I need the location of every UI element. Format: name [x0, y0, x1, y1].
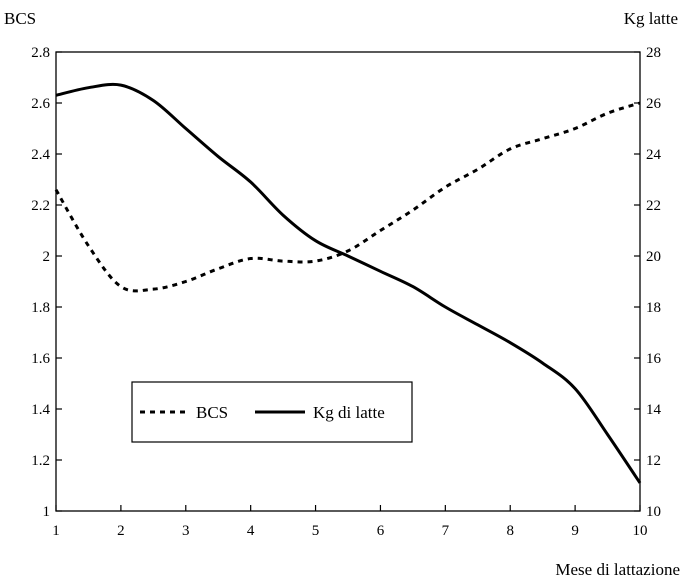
- series-layer: [54, 82, 642, 484]
- series-line-bcs: [54, 101, 641, 293]
- x-tick-label: 5: [312, 523, 320, 539]
- left-axis-title: BCS: [4, 9, 36, 28]
- x-tick-label: 3: [182, 523, 190, 539]
- left-tick-label: 1.8: [31, 300, 50, 316]
- right-tick-label: 20: [646, 249, 661, 265]
- legend-label-bcs: BCS: [196, 403, 228, 422]
- right-tick-label: 14: [646, 402, 662, 418]
- left-tick-label: 2.6: [31, 96, 50, 112]
- x-tick-label: 4: [247, 523, 255, 539]
- x-tick-label: 10: [633, 523, 648, 539]
- left-tick-label: 2.4: [31, 147, 50, 163]
- left-tick-label: 2.8: [31, 45, 50, 61]
- right-tick-label: 12: [646, 453, 661, 469]
- legend-label-kg-di-latte: Kg di latte: [313, 403, 385, 422]
- left-tick-label: 1.4: [31, 402, 50, 418]
- right-tick-label: 18: [646, 300, 661, 316]
- x-axis-title: Mese di lattazione: [555, 560, 680, 579]
- legend: BCS Kg di latte: [131, 381, 413, 443]
- left-tick-label: 1.6: [31, 351, 50, 367]
- x-tick-label: 6: [377, 523, 385, 539]
- right-axis-title: Kg latte: [624, 9, 678, 28]
- plot-frame: [55, 51, 641, 512]
- right-tick-label: 22: [646, 198, 661, 214]
- x-tick-label: 1: [52, 523, 60, 539]
- x-tick-label: 2: [117, 523, 125, 539]
- x-tick-label: 7: [442, 523, 450, 539]
- right-tick-label: 28: [646, 45, 661, 61]
- x-tick-label: 8: [506, 523, 514, 539]
- right-tick-label: 16: [646, 351, 662, 367]
- series-line-kg-di-latte: [55, 82, 642, 484]
- left-tick-label: 1.2: [31, 453, 50, 469]
- right-tick-label: 26: [646, 96, 662, 112]
- left-tick-label: 2: [43, 249, 51, 265]
- x-axis: 1 2 3 4 5 6 7 8 9 10: [52, 505, 648, 539]
- right-axis: 10 12 14 16 18 20 22 24 26 28: [634, 45, 662, 520]
- left-axis: 1 1.2 1.4 1.6 1.8 2 2.2 2.4 2.6 2.8: [31, 45, 62, 520]
- right-tick-label: 10: [646, 504, 661, 520]
- x-tick-label: 9: [571, 523, 579, 539]
- left-tick-label: 2.2: [31, 198, 50, 214]
- left-tick-label: 1: [43, 504, 51, 520]
- right-tick-label: 24: [646, 147, 662, 163]
